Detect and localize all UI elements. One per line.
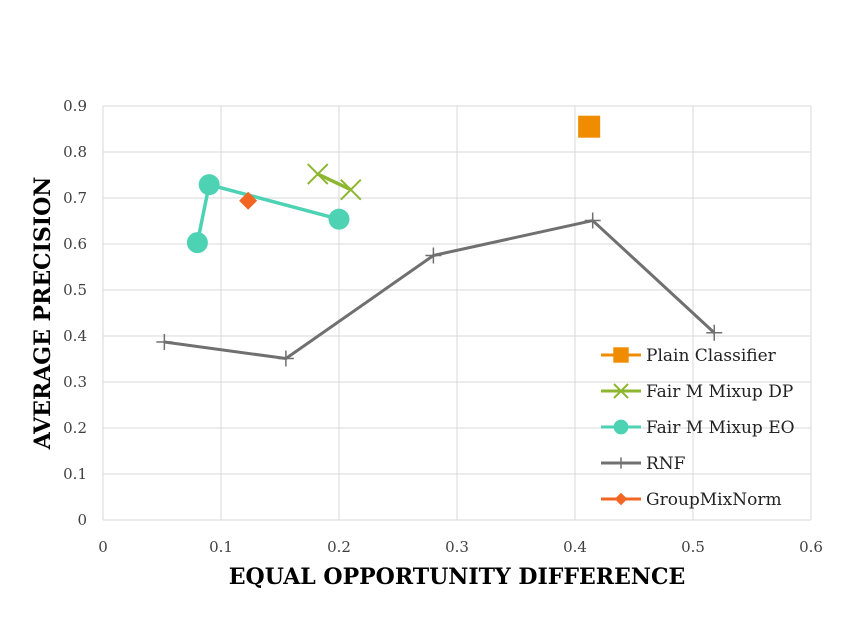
legend-label: Fair M Mixup EO xyxy=(646,418,795,438)
legend-item-rnf: RNF xyxy=(601,454,686,474)
legend-label: GroupMixNorm xyxy=(646,490,782,510)
data-point xyxy=(328,208,350,230)
data-point xyxy=(186,232,208,254)
legend-item-plain-classifier: Plain Classifier xyxy=(601,346,777,366)
y-tick-label: 0.9 xyxy=(63,97,87,115)
y-tick-label: 0.1 xyxy=(63,465,87,483)
legend-item-groupmixnorm: GroupMixNorm xyxy=(601,490,782,510)
grid-lines xyxy=(102,105,812,521)
x-tick-label: 0.2 xyxy=(327,538,351,556)
y-tick-label: 0.5 xyxy=(63,281,87,299)
series-groupmixnorm xyxy=(239,191,258,210)
y-tick-label: 0.6 xyxy=(63,235,87,253)
y-tick-label: 0 xyxy=(77,511,87,529)
legend-item-fair-m-mixup-dp: Fair M Mixup DP xyxy=(601,382,793,402)
x-tick-label: 0.5 xyxy=(681,538,705,556)
legend-swatch-marker xyxy=(615,457,627,469)
data-point xyxy=(584,212,601,229)
x-tick-label: 0.6 xyxy=(799,538,823,556)
data-series xyxy=(156,115,723,367)
data-point xyxy=(239,191,258,210)
x-tick-label: 0 xyxy=(98,538,108,556)
data-point xyxy=(578,115,601,138)
x-tick-label: 0.3 xyxy=(445,538,469,556)
data-point xyxy=(706,324,723,341)
x-tick-label: 0.4 xyxy=(563,538,587,556)
legend-label: Fair M Mixup DP xyxy=(646,382,793,402)
y-tick-label: 0.2 xyxy=(63,419,87,437)
legend-item-fair-m-mixup-eo: Fair M Mixup EO xyxy=(601,418,795,438)
legend-label: Plain Classifier xyxy=(646,346,777,366)
tick-labels: 0 0.1 0.2 0.3 0.4 0.5 0.6 0.7 0.8 0.9 0 0.1 0.2 0.3 0.… xyxy=(63,97,823,556)
series-fair-m-mixup-eo xyxy=(186,174,350,254)
y-tick-label: 0.8 xyxy=(63,143,87,161)
x-tick-label: 0.1 xyxy=(209,538,233,556)
legend-swatch-marker xyxy=(613,419,629,435)
series-line xyxy=(317,172,352,192)
series-plain-classifier xyxy=(578,115,601,138)
data-point xyxy=(277,350,294,367)
legend-label: RNF xyxy=(646,454,686,474)
y-axis-title: AVERAGE PRECISION xyxy=(30,177,56,451)
x-axis-title: EQUAL OPPORTUNITY DIFFERENCE xyxy=(229,564,685,590)
series-line xyxy=(195,182,340,243)
data-point xyxy=(340,179,362,201)
data-point xyxy=(156,333,173,350)
legend-swatch-marker xyxy=(613,347,629,363)
y-tick-label: 0.3 xyxy=(63,373,87,391)
legend-swatch-marker xyxy=(614,492,628,506)
legend-swatch-marker xyxy=(613,383,629,399)
legend: Plain Classifier Fair M Mixup DP Fair M Mi… xyxy=(601,346,795,510)
series-rnf xyxy=(156,212,723,367)
y-tick-label: 0.4 xyxy=(63,327,87,345)
series-fair-m-mixup-dp xyxy=(307,163,362,201)
data-point xyxy=(425,247,442,264)
data-point xyxy=(307,163,329,185)
y-tick-label: 0.7 xyxy=(63,189,87,207)
data-point xyxy=(198,174,220,196)
